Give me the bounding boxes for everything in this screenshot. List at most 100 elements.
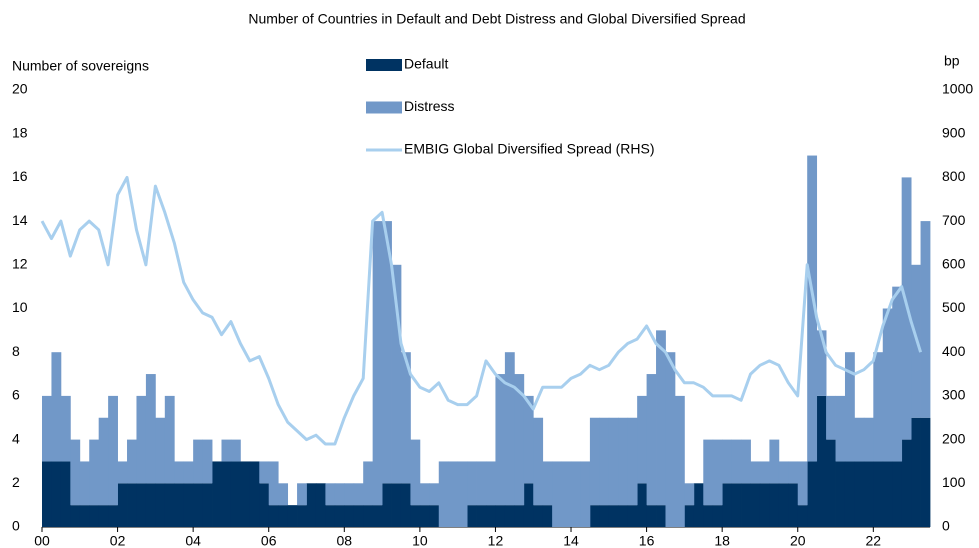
bar-segment <box>174 461 185 484</box>
bar-segment <box>117 483 128 527</box>
y-tick-label: 16 <box>12 168 28 184</box>
bar-segment <box>438 461 449 527</box>
bar-segment <box>892 286 903 462</box>
bar-segment <box>618 505 629 527</box>
bar-segment <box>325 483 336 506</box>
y-tick-label: 12 <box>12 256 28 272</box>
bar-segment <box>315 483 326 527</box>
y2-tick-label: 800 <box>942 168 966 184</box>
bar-segment <box>382 221 392 484</box>
bar-segment <box>145 483 156 527</box>
bar-segment <box>646 374 657 506</box>
bar-segment <box>297 483 307 506</box>
bar-segment <box>230 439 241 462</box>
bar-segment <box>920 417 931 527</box>
bar-segment <box>873 352 884 462</box>
bar-segment <box>722 439 733 484</box>
bar-segment <box>901 439 912 527</box>
chart-title: Number of Countries in Default and Debt … <box>248 11 745 27</box>
bar-segment <box>561 461 572 527</box>
bar-segment <box>117 461 128 484</box>
bar-segment <box>353 483 364 506</box>
bar-segment <box>136 395 147 484</box>
bar-segment <box>457 461 468 527</box>
bar-segment <box>334 505 345 527</box>
y-tick-label: 8 <box>12 343 20 359</box>
bar-segment <box>523 395 534 484</box>
x-tick-label: 18 <box>714 533 730 548</box>
bar-segment <box>486 461 496 506</box>
bar-segment <box>769 483 780 527</box>
y2-tick-label: 700 <box>942 212 966 228</box>
bar-segment <box>221 461 232 527</box>
bar-segment <box>98 505 109 527</box>
y-tick-label: 18 <box>12 124 28 140</box>
bar-segment <box>268 461 279 506</box>
bar-segment <box>504 352 515 506</box>
bar-segment <box>391 483 402 527</box>
bar-segment <box>637 395 647 484</box>
bar-segment <box>372 221 383 506</box>
bar-segment <box>221 439 232 462</box>
bar-segment <box>778 461 789 484</box>
bar-segment <box>873 461 884 527</box>
y2-tick-label: 200 <box>942 430 966 446</box>
bar-segment <box>712 439 723 506</box>
bar-segment <box>334 483 345 506</box>
x-tick-label: 06 <box>261 533 277 548</box>
bar-segment <box>637 483 647 527</box>
bar-segment <box>51 352 62 462</box>
bar-segment <box>627 417 638 506</box>
y2-tick-label: 100 <box>942 474 966 490</box>
bar-segment <box>797 505 808 527</box>
y2-tick-label: 500 <box>942 299 966 315</box>
bar-segment <box>589 505 600 527</box>
y-tick-label: 0 <box>12 518 20 534</box>
y-tick-label: 4 <box>12 430 20 446</box>
bar-segment <box>193 483 203 527</box>
bar-segment <box>419 483 430 506</box>
bar-segment <box>750 483 761 527</box>
bar-segment <box>504 505 515 527</box>
bar-segment <box>533 417 544 506</box>
bar-segment <box>882 308 893 462</box>
bar-segment <box>741 483 751 527</box>
bar-segment <box>127 483 137 527</box>
legend-label: Default <box>404 56 448 72</box>
bar-segment <box>164 483 175 527</box>
bar-segment <box>202 483 213 527</box>
bar-segment <box>835 461 846 527</box>
bar-segment <box>571 461 581 527</box>
y-tick-label: 2 <box>12 474 20 490</box>
bar-segment <box>60 461 71 527</box>
bar-segment <box>759 483 770 527</box>
bar-segment <box>400 352 411 484</box>
bar-segment <box>844 352 855 462</box>
bar-segment <box>70 505 81 527</box>
x-tick-label: 02 <box>110 533 126 548</box>
x-tick-label: 16 <box>639 533 655 548</box>
bar-segment <box>722 483 733 527</box>
bar-segment <box>278 483 289 506</box>
x-tick-label: 20 <box>790 533 806 548</box>
bar-segment <box>807 155 818 462</box>
bar-segment <box>599 505 610 527</box>
bar-segment <box>202 439 213 484</box>
bar-segment <box>580 461 591 527</box>
bar-segment <box>410 505 421 527</box>
legend-swatch <box>366 59 402 71</box>
x-tick-label: 04 <box>185 533 201 548</box>
bar-segment <box>589 417 600 506</box>
bar-segment <box>750 461 761 484</box>
bar-segment <box>618 417 629 506</box>
y-tick-label: 6 <box>12 387 20 403</box>
bar-segment <box>684 505 695 527</box>
x-tick-label: 22 <box>866 533 882 548</box>
bar-segment <box>372 505 383 527</box>
bar-segment <box>230 461 241 527</box>
bar-segment <box>854 461 865 527</box>
bar-segment <box>249 461 260 527</box>
legend-label: Distress <box>404 98 455 114</box>
x-tick-label: 12 <box>488 533 504 548</box>
